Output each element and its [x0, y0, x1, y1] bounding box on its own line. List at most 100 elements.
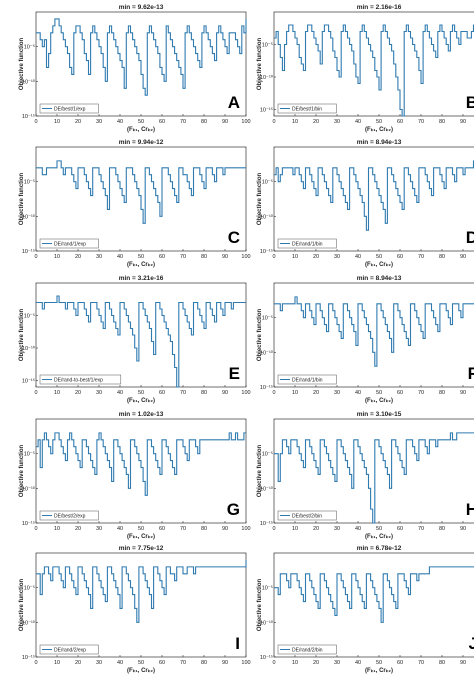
legend-label: DE/rand/1/exp: [54, 242, 86, 248]
legend-label: DE/best/2/exp: [54, 514, 86, 520]
x-tick-label: 10: [54, 390, 60, 396]
x-tick-label: 80: [439, 526, 445, 532]
panel-title: min = 9.94e-12: [119, 139, 164, 146]
series-line: [36, 18, 247, 96]
y-axis-label: Objective function: [19, 172, 25, 225]
x-tick-label: 90: [222, 390, 228, 396]
x-tick-label: 70: [180, 119, 186, 125]
panel-b: min = 2.16e-16010203040506070809010010⁻⁵…: [257, 4, 474, 133]
x-tick-label: 30: [334, 390, 340, 396]
y-tick-label: 10⁻¹⁰: [22, 345, 36, 352]
panel-title: min = 1.02e-13: [119, 411, 164, 418]
y-tick-label: 10⁻¹⁵: [260, 107, 273, 114]
x-tick-label: 60: [159, 390, 165, 396]
x-tick-label: 70: [180, 254, 186, 260]
x-tick-label: 30: [96, 526, 102, 532]
x-tick-label: 50: [376, 254, 382, 260]
y-tick-label: 10⁻⁵: [24, 451, 35, 458]
x-tick-label: 20: [313, 390, 319, 396]
legend-box: [277, 510, 337, 521]
x-tick-label: 40: [355, 526, 361, 532]
x-tick-label: 80: [201, 254, 207, 260]
x-tick-label: 30: [96, 119, 102, 125]
legend-box: [277, 103, 337, 114]
legend-box: [277, 238, 337, 249]
x-tick-label: 90: [222, 526, 228, 532]
panel-title: min = 2.16e-16: [357, 4, 402, 11]
x-tick-label: 30: [96, 390, 102, 396]
x-tick-label: 60: [397, 390, 403, 396]
y-axis-label: Objective function: [257, 172, 263, 225]
x-tick-label: 30: [334, 254, 340, 260]
legend-label: DE/rand/1/bin: [292, 242, 323, 248]
panel-c: min = 9.94e-12 0 10 20 30 40 50 60 70 80 90 100 10⁻⁵…: [19, 139, 251, 268]
x-tick-label: 20: [75, 254, 81, 260]
x-tick-label: 60: [159, 254, 165, 260]
panel-letter: H: [466, 500, 474, 519]
x-axis-label: (Fₖ₁, Crₖ₂): [365, 398, 393, 404]
x-tick-label: 50: [376, 526, 382, 532]
legend-label: DE/rand/1/bin: [292, 378, 323, 384]
y-tick-label: 10⁻¹⁰: [260, 74, 274, 81]
legend-label: DE/best/2/bin: [292, 514, 322, 520]
x-tick-label: 80: [439, 254, 445, 260]
panel-title: min = 9.62e-13: [119, 4, 164, 11]
panel-letter: A: [228, 93, 240, 112]
panel-a: min = 9.62e-13 0 10 20 30 40 50 60 70 80 90 100 10⁻⁵…: [19, 4, 251, 133]
x-tick-label: 0: [272, 660, 275, 666]
x-axis-label: (Fₖ₁, Crₖ₂): [127, 668, 155, 674]
x-axis-label: (Fₖ₁, Crₖ₂): [365, 127, 393, 133]
y-tick-label: 10⁻⁵: [262, 451, 273, 458]
x-tick-label: 0: [34, 526, 37, 532]
x-tick-label: 90: [460, 526, 466, 532]
y-tick-label: 10⁻⁵: [262, 179, 273, 186]
y-axis-label: Objective function: [19, 444, 25, 497]
x-axis-label: (Fₖ₁, Crₖ₂): [365, 668, 393, 674]
x-tick-label: 10: [292, 390, 298, 396]
x-tick-label: 0: [34, 254, 37, 260]
x-tick-label: 40: [117, 119, 123, 125]
y-tick-label: 10⁻¹⁵: [22, 520, 35, 527]
y-tick-label: 10⁻¹⁰: [22, 78, 36, 85]
x-tick-label: 40: [355, 119, 361, 125]
x-tick-label: 60: [159, 660, 165, 666]
x-tick-label: 30: [334, 526, 340, 532]
y-tick-label: 10⁻¹⁰: [22, 619, 36, 626]
panel-title: min = 7.75e-12: [119, 545, 164, 552]
x-tick-label: 0: [34, 119, 37, 125]
x-tick-label: 50: [138, 119, 144, 125]
plot-area: [35, 282, 247, 388]
y-axis-label: Objective function: [257, 308, 263, 361]
x-tick-label: 80: [439, 119, 445, 125]
x-tick-label: 80: [201, 390, 207, 396]
x-tick-label: 80: [439, 390, 445, 396]
panel-i: min = 7.75e-12 0 10 20 30 40 50 60 70 80 90 100 10⁻⁵…: [19, 545, 251, 674]
x-tick-label: 20: [313, 526, 319, 532]
plot-area: [273, 418, 474, 524]
panel-letter: J: [469, 634, 474, 653]
x-tick-label: 90: [460, 119, 466, 125]
x-tick-label: 90: [222, 660, 228, 666]
y-tick-label: 10⁻¹⁵: [22, 248, 35, 255]
panel-d: min = 8.94e-13010203040506070809010010⁻⁵…: [257, 139, 474, 268]
series-line: [36, 432, 246, 496]
x-tick-label: 0: [272, 526, 275, 532]
y-tick-label: 10⁻⁵: [24, 313, 35, 320]
x-tick-label: 90: [460, 660, 466, 666]
x-tick-label: 10: [292, 119, 298, 125]
legend-box: [39, 510, 99, 521]
panel-letter: I: [235, 634, 240, 653]
x-tick-label: 50: [138, 526, 144, 532]
x-tick-label: 60: [159, 526, 165, 532]
x-tick-label: 30: [334, 119, 340, 125]
legend-box: [277, 644, 337, 655]
x-tick-label: 50: [138, 390, 144, 396]
x-tick-label: 40: [117, 526, 123, 532]
y-tick-label: 10⁻¹⁵: [260, 520, 273, 527]
legend-box: [39, 103, 99, 114]
series-line: [274, 432, 474, 524]
y-tick-label: 10⁻¹⁵: [260, 654, 273, 661]
y-tick-label: 10⁻¹⁵: [260, 248, 273, 255]
legend-box: [39, 374, 122, 385]
x-tick-label: 70: [180, 390, 186, 396]
